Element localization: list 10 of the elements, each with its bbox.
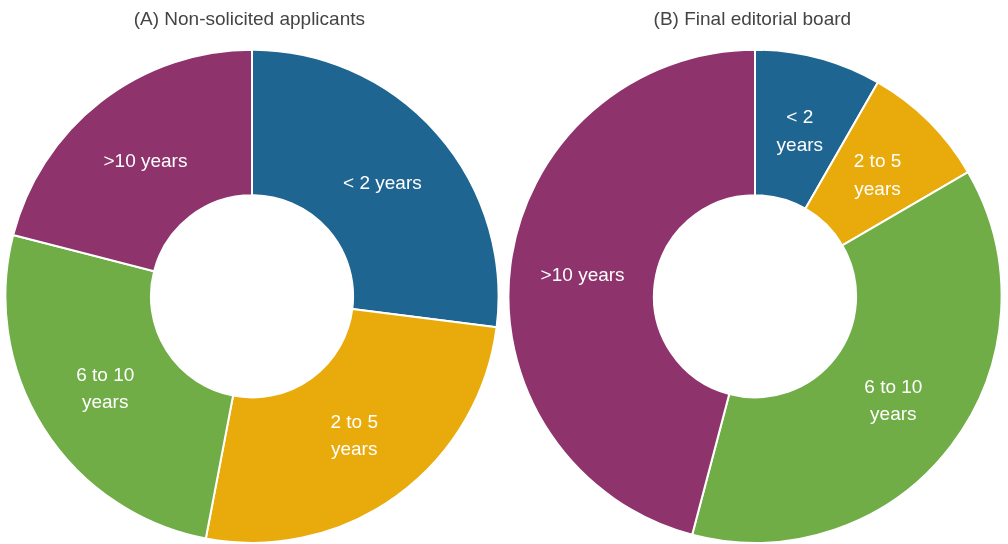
slice-label: 2 to 5 years	[330, 410, 378, 460]
chart-title: (B) Final editorial board	[653, 7, 852, 29]
slice-label: >10 years	[103, 150, 188, 172]
chart-title: (A) Non-solicited applicants	[133, 7, 365, 29]
slice-label: < 2 years	[776, 106, 824, 155]
slice-label: >10 years	[540, 263, 625, 285]
slice-label: 6 to 10 years	[864, 376, 923, 425]
slice-label: 6 to 10 years	[76, 364, 135, 413]
slice-label: 2 to 5 years	[853, 150, 902, 199]
slice-label: < 2 years	[343, 172, 422, 194]
